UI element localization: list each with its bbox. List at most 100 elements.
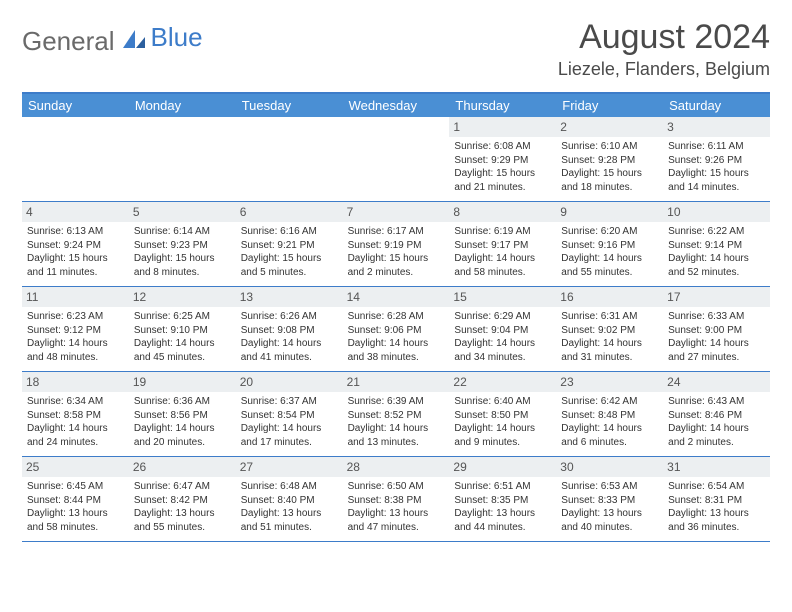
day-number: 26 xyxy=(129,457,236,477)
sunset-text: Sunset: 8:54 PM xyxy=(241,409,339,423)
sunset-text: Sunset: 8:44 PM xyxy=(27,494,125,508)
calendar-week: 25 Sunrise: 6:45 AMSunset: 8:44 PM Dayligh… xyxy=(22,457,770,542)
day-number: 9 xyxy=(556,202,663,222)
daylight-text: Daylight: 14 hours and 58 minutes. xyxy=(454,252,552,279)
calendar-cell: 22Sunrise: 6:40 AMSunset: 8:50 PMDayligh… xyxy=(449,372,556,456)
calendar-week: 4Sunrise: 6:13 AMSunset: 9:24 PMDaylight… xyxy=(22,202,770,287)
sunset-text: Sunset: 9:04 PM xyxy=(454,324,552,338)
sunset-text: Sunset: 8:52 PM xyxy=(348,409,446,423)
daylight-text: Daylight: 13 hours and 51 minutes. xyxy=(241,507,339,534)
sunrise-text: Sunrise: 6:31 AM xyxy=(561,310,659,324)
day-number: 21 xyxy=(343,372,450,392)
sunrise-text: Sunrise: 6:20 AM xyxy=(561,225,659,239)
month-title: August 2024 xyxy=(558,18,770,57)
sunrise-text: Sunrise: 6:28 AM xyxy=(348,310,446,324)
sunrise-text: Sunrise: 6:17 AM xyxy=(348,225,446,239)
calendar-cell: 15Sunrise: 6:29 AMSunset: 9:04 PMDayligh… xyxy=(449,287,556,371)
day-header: Wednesday xyxy=(343,94,450,117)
daylight-text: Daylight: 15 hours and 2 minutes. xyxy=(348,252,446,279)
calendar-cell xyxy=(236,117,343,201)
day-number: 10 xyxy=(663,202,770,222)
daylight-text: Daylight: 14 hours and 48 minutes. xyxy=(27,337,125,364)
sunset-text: Sunset: 9:29 PM xyxy=(454,154,552,168)
daylight-text: Daylight: 14 hours and 38 minutes. xyxy=(348,337,446,364)
title-block: August 2024 Liezele, Flanders, Belgium xyxy=(558,18,770,80)
day-number: 14 xyxy=(343,287,450,307)
sunrise-text: Sunrise: 6:10 AM xyxy=(561,140,659,154)
daylight-text: Daylight: 15 hours and 8 minutes. xyxy=(134,252,232,279)
day-number: 15 xyxy=(449,287,556,307)
calendar-cell: 2Sunrise: 6:10 AMSunset: 9:28 PMDaylight… xyxy=(556,117,663,201)
daylight-text: Daylight: 14 hours and 17 minutes. xyxy=(241,422,339,449)
day-number: 16 xyxy=(556,287,663,307)
day-number: 27 xyxy=(236,457,343,477)
daylight-text: Daylight: 13 hours and 47 minutes. xyxy=(348,507,446,534)
sunset-text: Sunset: 9:12 PM xyxy=(27,324,125,338)
logo-sail-icon xyxy=(121,26,147,57)
calendar-cell: 8Sunrise: 6:19 AMSunset: 9:17 PMDaylight… xyxy=(449,202,556,286)
calendar-cell: 31Sunrise: 6:54 AMSunset: 8:31 PMDayligh… xyxy=(663,457,770,541)
daylight-text: Daylight: 14 hours and 41 minutes. xyxy=(241,337,339,364)
sunrise-text: Sunrise: 6:42 AM xyxy=(561,395,659,409)
sunset-text: Sunset: 8:38 PM xyxy=(348,494,446,508)
daylight-text: Daylight: 14 hours and 13 minutes. xyxy=(348,422,446,449)
sunrise-text: Sunrise: 6:23 AM xyxy=(27,310,125,324)
day-number: 25 xyxy=(22,457,129,477)
sunset-text: Sunset: 8:33 PM xyxy=(561,494,659,508)
sunset-text: Sunset: 9:06 PM xyxy=(348,324,446,338)
sunset-text: Sunset: 9:26 PM xyxy=(668,154,766,168)
calendar-cell: 17Sunrise: 6:33 AMSunset: 9:00 PMDayligh… xyxy=(663,287,770,371)
day-number: 30 xyxy=(556,457,663,477)
sunrise-text: Sunrise: 6:16 AM xyxy=(241,225,339,239)
calendar-cell: 9 Sunrise: 6:20 AMSunset: 9:16 PMDaylight… xyxy=(556,202,663,286)
calendar-cell: 25Sunrise: 6:45 AMSunset: 8:44 PMDayligh… xyxy=(22,457,129,541)
calendar-cell: 24Sunrise: 6:43 AMSunset: 8:46 PMDayligh… xyxy=(663,372,770,456)
sunset-text: Sunset: 9:14 PM xyxy=(668,239,766,253)
calendar-week: 18Sunrise: 6:34 AMSunset: 8:58 PMDayligh… xyxy=(22,372,770,457)
calendar-cell: 13Sunrise: 6:26 AMSunset: 9:08 PMDayligh… xyxy=(236,287,343,371)
day-number: 22 xyxy=(449,372,556,392)
logo-text-general: General xyxy=(22,26,115,57)
day-header: Monday xyxy=(129,94,236,117)
sunset-text: Sunset: 9:24 PM xyxy=(27,239,125,253)
sunrise-text: Sunrise: 6:43 AM xyxy=(668,395,766,409)
day-number: 13 xyxy=(236,287,343,307)
sunset-text: Sunset: 9:23 PM xyxy=(134,239,232,253)
daylight-text: Daylight: 15 hours and 14 minutes. xyxy=(668,167,766,194)
day-number: 2 xyxy=(556,117,663,137)
day-number: 18 xyxy=(22,372,129,392)
calendar-cell: 29Sunrise: 6:51 AMSunset: 8:35 PMDayligh… xyxy=(449,457,556,541)
day-number: 4 xyxy=(22,202,129,222)
calendar-cell: 10Sunrise: 6:22 AMSunset: 9:14 PMDayligh… xyxy=(663,202,770,286)
sunset-text: Sunset: 8:35 PM xyxy=(454,494,552,508)
daylight-text: Daylight: 13 hours and 36 minutes. xyxy=(668,507,766,534)
day-number: 24 xyxy=(663,372,770,392)
calendar-cell: 21Sunrise: 6:39 AMSunset: 8:52 PMDayligh… xyxy=(343,372,450,456)
daylight-text: Daylight: 14 hours and 55 minutes. xyxy=(561,252,659,279)
sunrise-text: Sunrise: 6:50 AM xyxy=(348,480,446,494)
day-number: 29 xyxy=(449,457,556,477)
day-number: 1 xyxy=(449,117,556,137)
calendar-cell: 11Sunrise: 6:23 AMSunset: 9:12 PMDayligh… xyxy=(22,287,129,371)
day-header: Tuesday xyxy=(236,94,343,117)
weeks-container: 1Sunrise: 6:08 AMSunset: 9:29 PMDaylight… xyxy=(22,117,770,542)
calendar-cell xyxy=(129,117,236,201)
day-header: Sunday xyxy=(22,94,129,117)
sunset-text: Sunset: 9:10 PM xyxy=(134,324,232,338)
sunrise-text: Sunrise: 6:47 AM xyxy=(134,480,232,494)
sunrise-text: Sunrise: 6:19 AM xyxy=(454,225,552,239)
sunset-text: Sunset: 9:17 PM xyxy=(454,239,552,253)
sunrise-text: Sunrise: 6:25 AM xyxy=(134,310,232,324)
daylight-text: Daylight: 14 hours and 34 minutes. xyxy=(454,337,552,364)
day-number: 12 xyxy=(129,287,236,307)
calendar-cell: 4Sunrise: 6:13 AMSunset: 9:24 PMDaylight… xyxy=(22,202,129,286)
day-number: 28 xyxy=(343,457,450,477)
daylight-text: Daylight: 13 hours and 40 minutes. xyxy=(561,507,659,534)
sunrise-text: Sunrise: 6:11 AM xyxy=(668,140,766,154)
calendar-cell: 16Sunrise: 6:31 AMSunset: 9:02 PMDayligh… xyxy=(556,287,663,371)
sunset-text: Sunset: 9:16 PM xyxy=(561,239,659,253)
sunrise-text: Sunrise: 6:54 AM xyxy=(668,480,766,494)
sunrise-text: Sunrise: 6:45 AM xyxy=(27,480,125,494)
sunrise-text: Sunrise: 6:33 AM xyxy=(668,310,766,324)
daylight-text: Daylight: 14 hours and 45 minutes. xyxy=(134,337,232,364)
